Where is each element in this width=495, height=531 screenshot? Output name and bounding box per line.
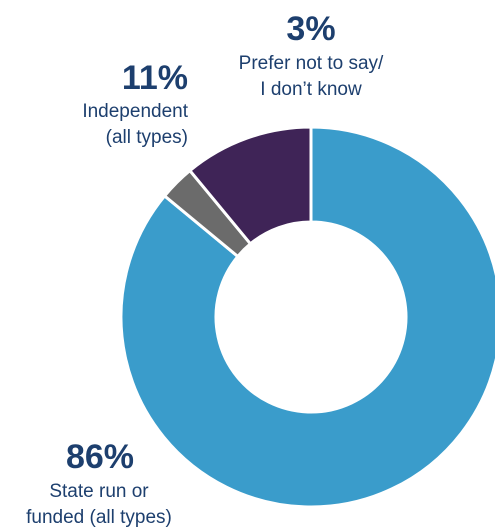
slice-name-label-state-line1: State run or <box>49 481 149 502</box>
slice-pct-label-prefer: 3% <box>286 10 335 48</box>
slice-independent <box>187 125 313 246</box>
label-independent: 11% Independent (all types) <box>82 59 188 148</box>
slice-name-label-prefer-line1: Prefer not to say/ <box>239 53 384 74</box>
slice-name-label-state-line2: funded (all types) <box>26 507 172 528</box>
slice-name-label-independent-line2: (all types) <box>106 127 188 148</box>
slice-pct-label-independent: 11% <box>122 59 188 97</box>
slice-name-label-prefer-line2: I don’t know <box>260 79 362 100</box>
label-prefer: 3% Prefer not to say/ I don’t know <box>239 10 384 100</box>
donut-slices <box>119 125 495 509</box>
slice-state <box>119 125 495 509</box>
slice-pct-label-state: 86% <box>66 438 134 476</box>
slice-name-label-independent-line1: Independent <box>82 101 188 122</box>
label-state: 86% State run or funded (all types) <box>26 438 172 528</box>
